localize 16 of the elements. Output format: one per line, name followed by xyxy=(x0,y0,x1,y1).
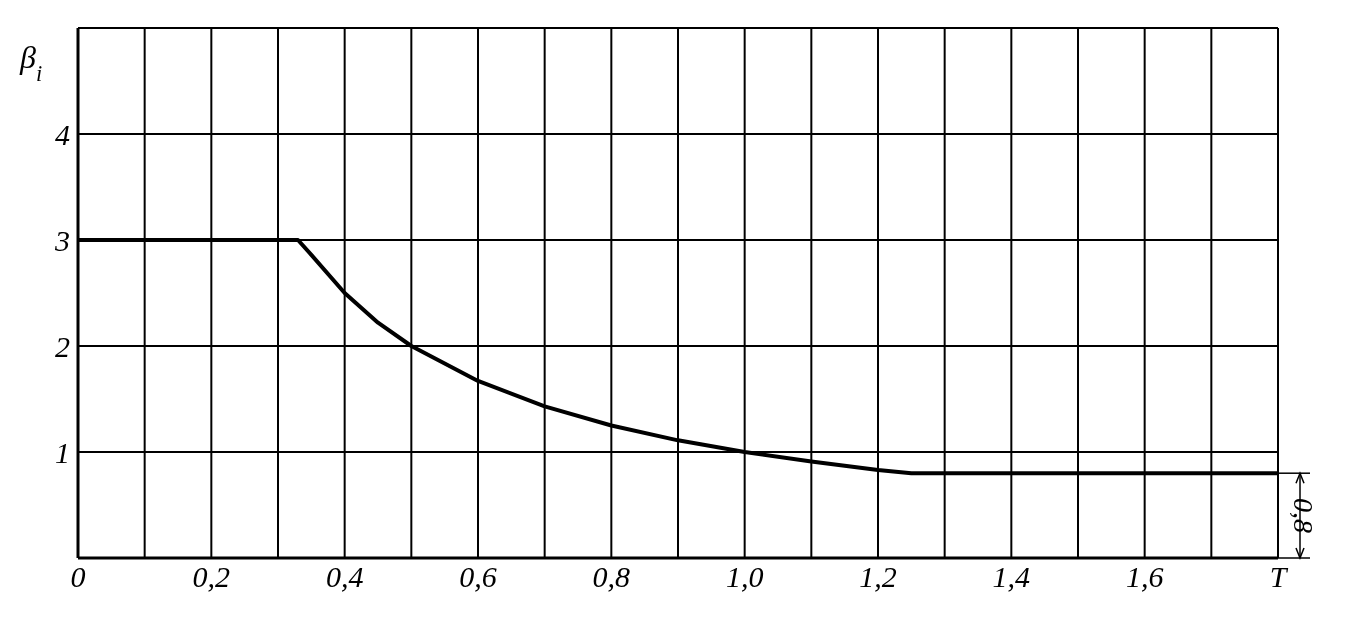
x-tick-label: 0,4 xyxy=(325,560,364,594)
x-tick-label: 0 xyxy=(70,560,86,594)
x-tick-label: 0,8 xyxy=(592,560,631,594)
x-tick-label: 1,6 xyxy=(1125,560,1164,594)
y-tick-label: 3 xyxy=(54,223,70,257)
y-tick-label: 4 xyxy=(55,117,70,151)
x-tick-label: 1,0 xyxy=(725,560,764,594)
x-tick-label: 0,6 xyxy=(459,560,497,594)
y-tick-label: 2 xyxy=(55,329,70,363)
x-tick-label: 1,4 xyxy=(992,560,1031,594)
text: 0,8 xyxy=(1288,498,1319,534)
y-tick-label: 1 xyxy=(55,435,70,469)
y-axis-title: β$_{i}$ xyxy=(19,39,43,86)
x-tick-label: 1,2 xyxy=(859,560,897,594)
x-tick-label: 0,2 xyxy=(192,560,231,594)
x-tick-label: T xyxy=(1269,560,1289,594)
